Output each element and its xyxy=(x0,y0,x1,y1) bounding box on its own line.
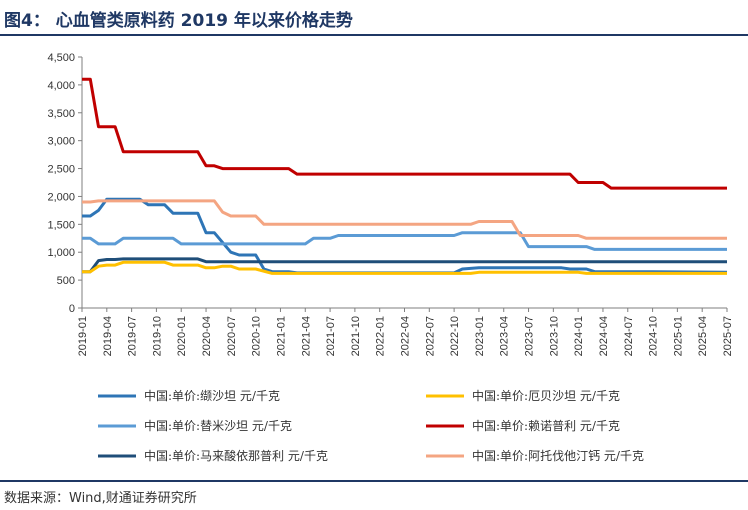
series-lines xyxy=(82,77,728,275)
series-line xyxy=(82,260,727,275)
x-tick-label: 2019-10 xyxy=(151,316,163,356)
footer-divider xyxy=(0,480,748,482)
legend-label: 中国:单价:马来酸依那普利 元/千克 xyxy=(144,448,328,463)
y-axis: 0 500 1,000 1,500 2,000 2,500 3,000 3,500 4,000 4… xyxy=(47,52,83,315)
y-tick-label: 3,500 xyxy=(47,108,75,120)
x-tick-label: 2022-07 xyxy=(424,316,436,356)
series-line xyxy=(82,199,727,240)
y-tick-label: 2,500 xyxy=(47,164,75,176)
line-chart: 0 500 1,000 1,500 2,000 2,500 3,000 3,500 4,000 4… xyxy=(47,52,734,463)
x-tick-label: 2021-04 xyxy=(300,316,312,356)
series-line xyxy=(82,231,727,251)
series-line xyxy=(82,77,727,190)
y-tick-label: 500 xyxy=(57,275,75,287)
x-tick-label: 2025-04 xyxy=(697,316,709,356)
title-divider xyxy=(0,34,748,36)
chart-legend: 中国:单价:缬沙坦 元/千克 中国:单价:厄贝沙坦 元/千克中国:单价:替米沙坦 … xyxy=(98,388,644,463)
x-tick-label: 2020-01 xyxy=(176,316,188,356)
x-tick-label: 2019-07 xyxy=(127,316,139,356)
x-tick-label: 2022-04 xyxy=(400,316,412,356)
data-source: 数据来源：Wind,财通证券研究所 xyxy=(4,491,197,506)
legend-label: 中国:单价:阿托伐他汀钙 元/千克 xyxy=(472,448,644,463)
x-tick-label: 2019-01 xyxy=(77,316,89,356)
y-tick-label: 1,000 xyxy=(47,247,75,259)
x-tick-label: 2023-04 xyxy=(499,316,511,356)
x-tick-label: 2024-04 xyxy=(598,316,610,356)
series-line xyxy=(82,257,727,274)
x-tick-label: 2023-10 xyxy=(548,316,560,356)
x-tick-label: 2019-04 xyxy=(102,316,114,356)
x-tick-label: 2020-10 xyxy=(251,316,263,356)
x-tick-label: 2021-10 xyxy=(350,316,362,356)
x-tick-label: 2025-07 xyxy=(722,316,734,356)
x-tick-label: 2021-01 xyxy=(275,316,287,356)
y-tick-label: 4,000 xyxy=(47,80,75,92)
y-tick-label: 0 xyxy=(69,303,75,315)
chart-title: 图4： 心血管类原料药 2019 年以来价格走势 xyxy=(4,11,353,31)
x-tick-label: 2020-04 xyxy=(201,316,213,356)
x-tick-label: 2023-01 xyxy=(474,316,486,356)
x-tick-label: 2025-01 xyxy=(672,316,684,356)
x-tick-label: 2024-10 xyxy=(648,316,660,356)
x-tick-label: 2023-07 xyxy=(524,316,536,356)
x-tick-label: 2024-07 xyxy=(623,316,635,356)
x-tick-label: 2020-07 xyxy=(226,316,238,356)
x-tick-label: 2022-01 xyxy=(375,316,387,356)
legend-label: 中国:单价:缬沙坦 元/千克 xyxy=(144,388,280,403)
x-tick-label: 2021-07 xyxy=(325,316,337,356)
y-tick-label: 2,000 xyxy=(47,191,75,203)
y-tick-label: 3,000 xyxy=(47,136,75,148)
y-tick-label: 1,500 xyxy=(47,219,75,231)
legend-label: 中国:单价:赖诺普利 元/千克 xyxy=(472,418,620,433)
y-tick-label: 4,500 xyxy=(47,52,75,64)
legend-label: 中国:单价:替米沙坦 元/千克 xyxy=(144,418,292,433)
x-tick-label: 2022-10 xyxy=(449,316,461,356)
x-tick-label: 2024-01 xyxy=(573,316,585,356)
legend-label: 中国:单价:厄贝沙坦 元/千克 xyxy=(472,388,620,403)
x-axis: 2019-01 2019-04 2019-07 2019-10 2020-01 2020-… xyxy=(77,307,734,356)
